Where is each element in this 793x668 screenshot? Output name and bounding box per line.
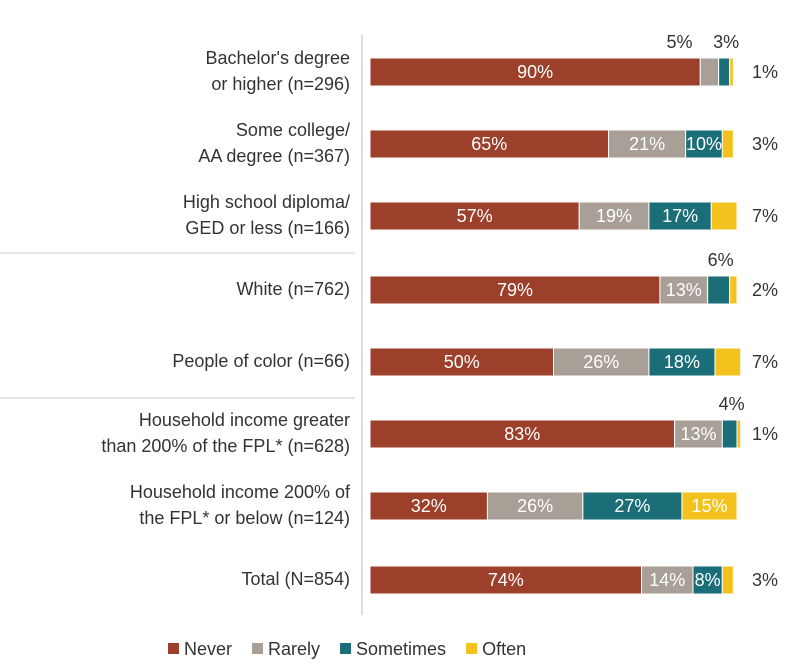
bar-segment <box>369 565 643 595</box>
value-label: 1% <box>752 424 778 444</box>
legend-label: Never <box>184 639 232 659</box>
value-label: 3% <box>713 32 739 52</box>
bar-segment <box>369 419 676 449</box>
bar-segment <box>721 419 738 449</box>
category-label: Household income greater <box>139 410 350 430</box>
bar-segment <box>674 419 723 449</box>
bar-segment <box>721 565 734 595</box>
legend-swatch <box>252 643 264 654</box>
bar-segment <box>692 565 723 595</box>
value-label: 27% <box>614 496 650 516</box>
bar-segment <box>736 419 742 449</box>
bar-segment <box>648 347 716 377</box>
bar-segment <box>721 129 734 159</box>
bar-segment <box>718 57 731 87</box>
legend-swatch <box>340 643 352 654</box>
value-label: 1% <box>752 62 778 82</box>
value-label: 6% <box>708 250 734 270</box>
value-label: 10% <box>686 134 722 154</box>
value-label: 2% <box>752 280 778 300</box>
bar-segment <box>369 57 701 87</box>
category-label: the FPL* or below (n=124) <box>139 508 350 528</box>
value-label: 50% <box>444 352 480 372</box>
legend-swatch <box>168 643 179 654</box>
category-label: People of color (n=66) <box>172 351 350 371</box>
value-label: 3% <box>752 570 778 590</box>
bar-segment <box>681 491 738 521</box>
category-label: Household income 200% of <box>130 482 351 502</box>
value-label: 26% <box>583 352 619 372</box>
bar-segment <box>699 57 720 87</box>
value-label: 5% <box>666 32 692 52</box>
bar-segment <box>659 275 709 305</box>
category-label: Bachelor's degree <box>205 48 350 68</box>
bar-segment <box>369 491 488 521</box>
category-label: than 200% of the FPL* (n=628) <box>101 436 350 456</box>
category-label: High school diploma/ <box>183 192 350 212</box>
category-label: Some college/ <box>236 120 350 140</box>
value-label: 26% <box>517 496 553 516</box>
bar-segment <box>729 57 734 87</box>
value-label: 3% <box>752 134 778 154</box>
value-label: 19% <box>596 206 632 226</box>
value-label: 32% <box>411 496 447 516</box>
value-label: 15% <box>691 496 727 516</box>
bar-segment <box>553 347 650 377</box>
category-label: AA degree (n=367) <box>198 146 350 166</box>
category-label: Total (N=854) <box>241 569 350 589</box>
value-label: 21% <box>629 134 665 154</box>
value-label: 90% <box>517 62 553 82</box>
bar-segment <box>486 491 584 521</box>
bar-segment <box>369 201 580 231</box>
value-label: 65% <box>471 134 507 154</box>
legend-swatch <box>466 643 478 654</box>
category-label: GED or less (n=166) <box>185 218 350 238</box>
bar-segment <box>578 201 650 231</box>
value-label: 13% <box>666 280 702 300</box>
bar-segment <box>369 129 610 159</box>
value-label: 79% <box>497 280 533 300</box>
bar-segment <box>608 129 687 159</box>
bar-segment <box>685 129 723 159</box>
value-label: 17% <box>662 206 698 226</box>
bar-segment <box>582 491 683 521</box>
value-label: 83% <box>504 424 540 444</box>
value-label: 13% <box>680 424 716 444</box>
value-label: 8% <box>695 570 721 590</box>
value-label: 18% <box>664 352 700 372</box>
value-label: 57% <box>457 206 493 226</box>
category-label: or higher (n=296) <box>211 74 350 94</box>
value-label: 74% <box>488 570 524 590</box>
bar-segment <box>710 201 738 231</box>
value-label: 4% <box>719 394 745 414</box>
legend-label: Often <box>482 639 526 659</box>
bar-segment <box>714 347 742 377</box>
value-label: 14% <box>649 570 685 590</box>
legend-label: Rarely <box>268 639 320 659</box>
legend-label: Sometimes <box>356 639 446 659</box>
value-label: 7% <box>752 352 778 372</box>
bar-segment <box>729 275 738 305</box>
bar-segment <box>369 275 661 305</box>
bar-segment <box>707 275 731 305</box>
category-label: White (n=762) <box>236 279 350 299</box>
bar-segment <box>369 347 554 377</box>
value-label: 7% <box>752 206 778 226</box>
